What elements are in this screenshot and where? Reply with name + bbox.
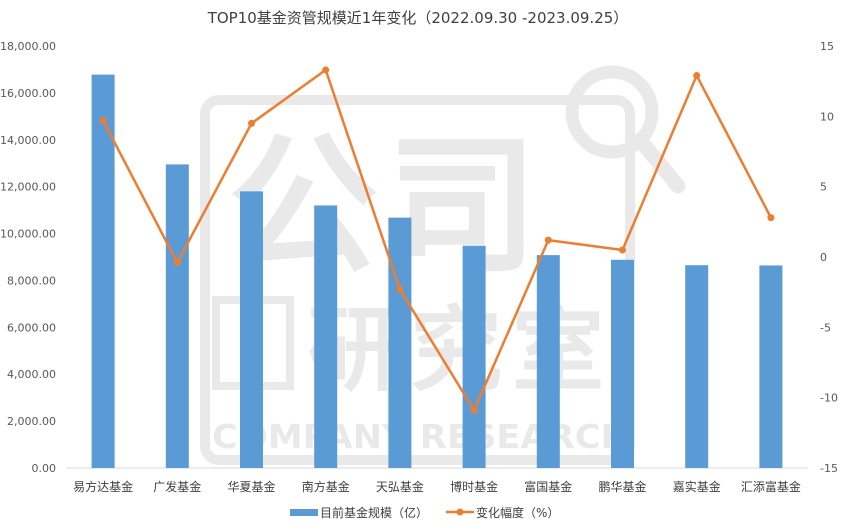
right-axis: -15 -10 -5 0 5 10 15 [820,40,838,475]
line-series [99,66,775,414]
left-axis-tick-label: 14,000.00 [0,134,56,147]
left-axis-tick-label: 12,000.00 [0,181,56,194]
right-axis-tick-label: 10 [820,110,834,123]
left-axis-tick-label: 4,000.00 [7,368,56,381]
watermark-text: COMPANY RESEARCH [212,417,630,456]
legend-swatch-bar [290,509,318,516]
left-axis-tick-label: 6,000.00 [7,321,56,334]
line-point [248,119,255,127]
bar [536,255,560,468]
bar [240,191,263,468]
watermark-char-jiu: 究 [410,297,502,404]
line-point [544,236,552,244]
category-label: 嘉实基金 [673,479,721,494]
line-point [173,259,181,267]
category-label: 南方基金 [302,479,350,494]
bar [388,217,412,468]
left-axis-tick-label: 2,000.00 [7,415,56,428]
bar [462,245,486,468]
right-axis-tick-label: 5 [820,181,827,194]
line-point [322,66,330,74]
legend-label-bar: 目前基金规模（亿） [320,505,428,520]
category-label: 易方达基金 [73,479,133,494]
legend-marker-line [456,508,464,516]
line-point [767,214,775,222]
bar [759,265,783,468]
category-label: 博时基金 [450,479,498,494]
bar [685,265,709,468]
line-point [99,117,107,125]
bar [91,74,115,468]
left-axis-tick-label: 16,000.00 [0,87,56,100]
line-point [470,406,478,414]
bar [165,164,189,468]
category-label: 汇添富基金 [741,479,801,494]
bar-series [91,74,783,468]
line-point [619,246,626,254]
category-label: 广发基金 [153,479,201,494]
watermark: 公 司 研 究 室 COMPANY RESEARCH [200,65,686,465]
legend-label-line: 变化幅度（%） [476,505,559,520]
left-axis-tick-label: 8,000.00 [7,274,56,287]
change-line [101,68,773,412]
left-axis-tick-label: 18,000.00 [0,40,56,53]
legend: 目前基金规模（亿） 变化幅度（%） [290,505,559,520]
bar [611,259,634,468]
right-axis-tick-label: 15 [820,40,834,53]
right-axis-tick-label: -15 [820,462,838,475]
category-labels: 易方达基金 广发基金 华夏基金 南方基金 天弘基金 博时基金 富国基金 鹏华基金 嘉实基金 汇添富… [73,479,801,494]
category-label: 鹏华基金 [598,479,646,494]
left-axis-tick-label: 0.00 [32,462,57,475]
right-axis-tick-label: -10 [820,392,838,405]
left-axis-tick-label: 10,000.00 [0,228,56,241]
category-label: 华夏基金 [227,479,275,494]
chart-title: TOP10基金资管规模近1年变化（2022.09.30 -2023.09.25） [207,9,629,27]
left-axis: 0.00 2,000.00 4,000.00 6,000.00 8,000.00 10,0… [0,40,56,475]
right-axis-tick-label: -5 [820,321,831,334]
category-label: 天弘基金 [376,479,424,494]
right-axis-tick-label: 0 [820,251,827,264]
line-point [693,72,701,80]
category-label: 富国基金 [524,479,572,494]
bar [314,205,338,468]
line-point [396,285,404,293]
